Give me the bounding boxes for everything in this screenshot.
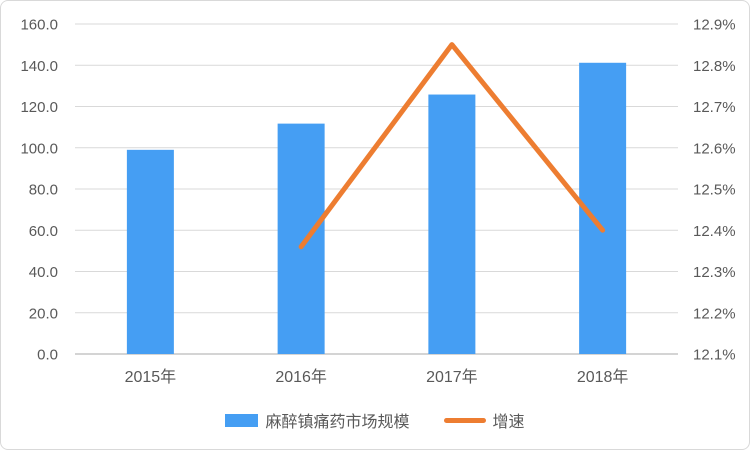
y-axis-left-tick-label: 40.0	[29, 264, 58, 281]
legend-item-market-size: 麻醉镇痛药市场规模	[225, 408, 410, 432]
y-axis-right-tick-label: 12.8%	[693, 58, 736, 75]
x-axis-label: 2017年	[426, 368, 478, 386]
legend-item-growth-rate: 增速	[443, 408, 525, 432]
bar-2016年	[277, 123, 325, 355]
chart-legend: 麻醉镇痛药市场规模 增速	[1, 404, 749, 436]
legend-bar-swatch	[225, 413, 259, 427]
y-axis-right-tick-label: 12.7%	[693, 99, 736, 116]
y-axis-left-tick-label: 20.0	[29, 305, 58, 322]
bar-2017年	[428, 94, 476, 354]
bar-2015年	[126, 149, 174, 354]
legend-line-swatch	[443, 417, 486, 423]
y-axis-left-tick-label: 100.0	[20, 140, 58, 157]
y-axis-right-tick-label: 12.6%	[693, 140, 736, 157]
y-axis-right-tick-label: 12.9%	[693, 17, 736, 34]
y-axis-left-tick-label: 140.0	[20, 58, 58, 75]
x-axis-label: 2016年	[275, 368, 327, 386]
y-axis-right-tick-label: 12.2%	[693, 305, 736, 322]
growth-line	[298, 42, 606, 250]
y-axis-right-tick-label: 12.4%	[693, 223, 736, 240]
y-axis-right-tick-label: 12.1%	[693, 347, 736, 364]
legend-label: 麻醉镇痛药市场规模	[265, 414, 410, 431]
x-axis-label: 2015年	[125, 368, 177, 386]
legend-label: 增速	[492, 414, 525, 431]
y-axis-right-tick-label: 12.5%	[693, 182, 736, 199]
y-axis-left-tick-label: 80.0	[29, 182, 58, 199]
y-axis-left-tick-label: 60.0	[29, 223, 58, 240]
y-axis-left-tick-label: 160.0	[20, 17, 58, 34]
y-axis-left-tick-label: 120.0	[20, 99, 58, 116]
y-axis-left-tick-label: 0.0	[37, 347, 58, 364]
x-axis-label: 2018年	[577, 368, 629, 386]
y-axis-right-tick-label: 12.3%	[693, 264, 736, 281]
